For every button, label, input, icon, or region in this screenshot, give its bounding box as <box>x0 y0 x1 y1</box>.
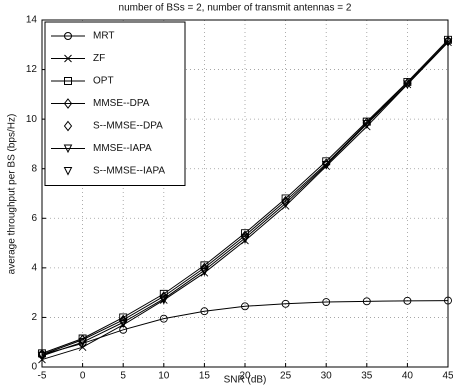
series-line <box>41 300 449 356</box>
x-axis-label: SNR (dB) <box>224 375 267 386</box>
x-tick-label: 10 <box>158 371 170 382</box>
legend-label: MMSE--DPA <box>93 98 150 109</box>
series-line <box>41 41 449 357</box>
chart-title: number of BSs = 2, number of transmit an… <box>119 3 352 14</box>
y-tick-label: 14 <box>26 15 38 26</box>
y-tick-label: 6 <box>31 213 37 224</box>
legend-marker <box>63 98 73 109</box>
data-marker <box>362 120 372 129</box>
x-tick-label: 20 <box>239 371 251 382</box>
data-marker <box>159 291 168 302</box>
data-marker <box>78 338 87 347</box>
data-marker <box>241 302 249 311</box>
data-marker <box>37 351 47 361</box>
data-marker <box>118 318 128 327</box>
x-tick-label: 15 <box>199 371 211 382</box>
legend-marker <box>64 54 72 63</box>
x-tick-label: 5 <box>120 371 126 382</box>
data-marker <box>200 267 209 277</box>
y-tick-label: 2 <box>31 312 37 323</box>
data-marker <box>240 235 250 244</box>
x-tick-label: -5 <box>38 371 47 382</box>
legend-label: OPT <box>93 76 114 87</box>
y-axis-label: average throughput per BS (bps/Hz) <box>7 114 18 275</box>
x-tick-label: 40 <box>402 371 414 382</box>
data-marker <box>78 334 87 345</box>
data-marker <box>159 294 169 304</box>
x-tick-label: 30 <box>321 371 333 382</box>
legend-marker <box>63 167 73 176</box>
legend-label: S--MMSE--IAPA <box>93 166 165 177</box>
data-marker <box>119 314 128 326</box>
data-marker <box>240 230 250 241</box>
data-marker <box>200 266 209 275</box>
legend-label: ZF <box>93 53 105 64</box>
y-tick-label: 10 <box>26 114 38 125</box>
series-line <box>41 39 449 354</box>
data-marker <box>240 234 250 243</box>
data-marker <box>159 296 169 305</box>
legend-label: MMSE--IAPA <box>93 143 152 154</box>
data-marker <box>403 80 412 89</box>
legend-marker <box>64 32 73 40</box>
y-tick-label: 4 <box>31 262 37 273</box>
y-tick-label: 12 <box>26 64 38 75</box>
data-marker <box>200 262 209 274</box>
legend-marker <box>63 144 73 154</box>
plot-frame <box>41 19 449 368</box>
data-marker <box>281 195 290 207</box>
legend-label: S--MMSE--DPA <box>93 121 163 132</box>
data-marker <box>200 307 209 316</box>
data-marker <box>159 314 168 323</box>
data-marker <box>403 296 412 305</box>
y-tick-label: 8 <box>31 163 37 174</box>
data-marker <box>281 199 290 208</box>
data-marker <box>281 299 290 308</box>
data-marker <box>321 161 331 170</box>
data-marker <box>444 296 452 305</box>
y-tick-label: 0 <box>31 362 37 373</box>
x-tick-label: 45 <box>442 371 453 382</box>
x-tick-label: 35 <box>361 371 373 382</box>
data-marker <box>118 319 128 329</box>
data-marker <box>322 298 331 307</box>
x-tick-label: 0 <box>80 371 86 382</box>
legend-marker <box>63 120 73 132</box>
x-tick-label: 25 <box>280 371 292 382</box>
data-marker <box>443 38 453 47</box>
data-marker <box>362 297 371 306</box>
data-marker <box>78 343 87 351</box>
legend-label: MRT <box>93 31 114 42</box>
legend-marker <box>64 77 72 85</box>
